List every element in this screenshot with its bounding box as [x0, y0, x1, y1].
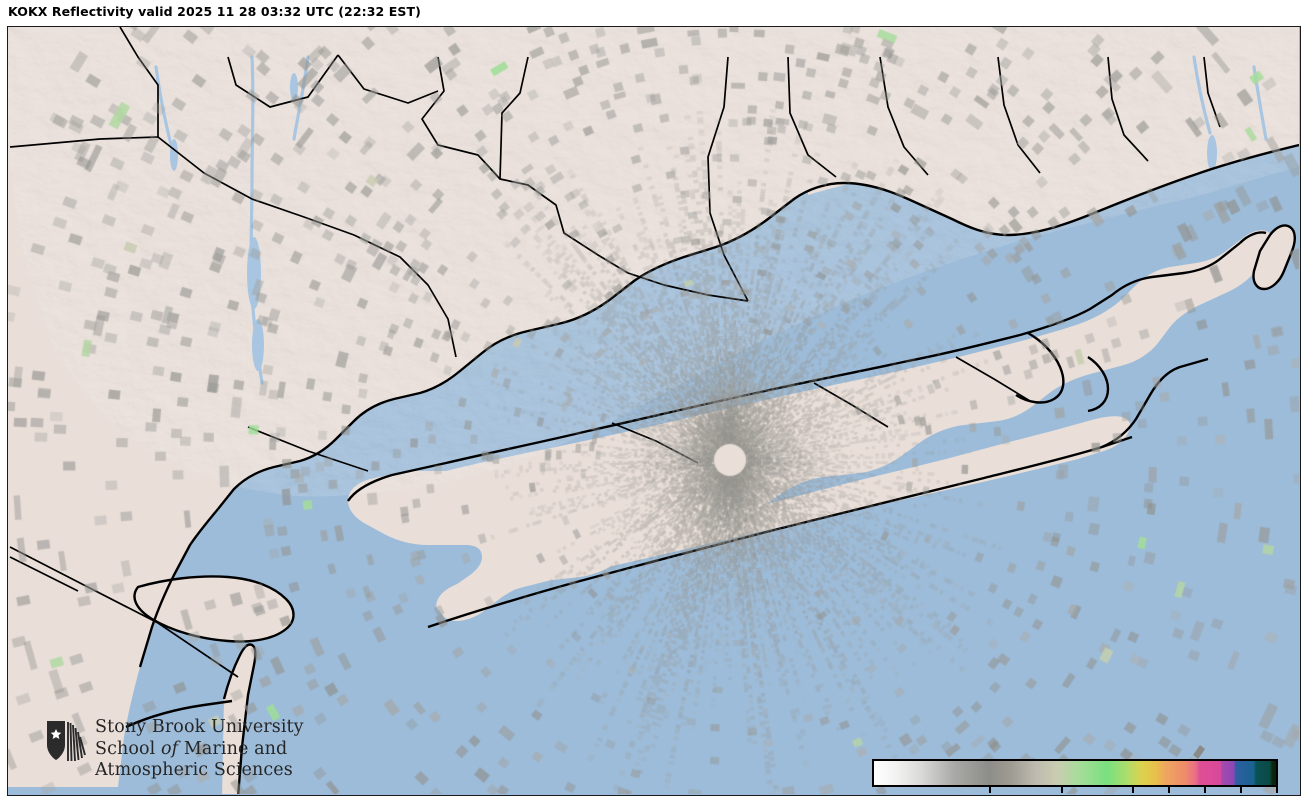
radar-map-canvas[interactable]: Stony Brook University School of Marine … — [8, 27, 1299, 795]
colorbar-tick — [1132, 787, 1135, 793]
colorbar-tick — [1240, 787, 1243, 793]
radar-map-frame[interactable]: Stony Brook University School of Marine … — [7, 26, 1301, 796]
colorbar-gradient — [874, 761, 1276, 785]
colorbar-tick — [1168, 787, 1171, 793]
colorbar-tick — [1060, 787, 1063, 793]
colorbar-tick-label: 40 — [1123, 793, 1142, 795]
title-bar: KOKX Reflectivity valid 2025 11 28 03:32… — [0, 0, 1316, 26]
colorbar-gradient-bar[interactable] — [872, 759, 1278, 787]
colorbar-tick — [1204, 787, 1207, 793]
colorbar-tick-axis: 0 20 40 50 60 70 80 — [872, 787, 1286, 795]
colorbar-tick-label: 80 — [1266, 793, 1285, 795]
colorbar-tick-label: 70 — [1231, 793, 1250, 795]
colorbar-tick-label: 50 — [1159, 793, 1178, 795]
colorbar-tick-label: 20 — [1051, 793, 1070, 795]
radar-reflectivity-layer[interactable] — [8, 27, 1299, 794]
page-title: KOKX Reflectivity valid 2025 11 28 03:32… — [8, 4, 421, 19]
colorbar-tick — [1276, 787, 1278, 793]
colorbar-tick-label: 0 — [984, 793, 994, 795]
colorbar-tick-label: 60 — [1195, 793, 1214, 795]
colorbar-marker-icon — [1193, 745, 1206, 759]
colorbar[interactable]: 0 20 40 50 60 70 80 — [872, 745, 1287, 795]
colorbar-tick — [988, 787, 991, 793]
